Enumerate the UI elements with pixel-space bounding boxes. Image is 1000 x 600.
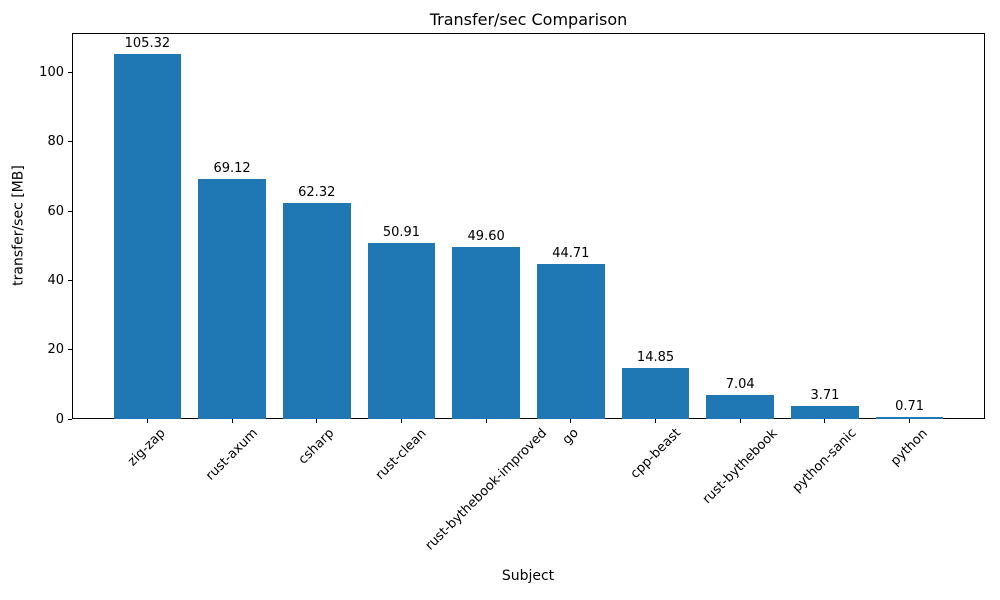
y-tick-mark xyxy=(68,210,72,212)
x-axis-label: Subject xyxy=(501,568,555,584)
x-tick-label: rust-clean xyxy=(372,425,430,483)
bar-zig-zap xyxy=(113,54,182,419)
bar-python xyxy=(875,416,944,419)
x-tick-label: csharp xyxy=(295,426,338,468)
y-tick-label: 80 xyxy=(47,134,64,150)
x-tick-mark xyxy=(909,419,911,423)
y-tick-mark xyxy=(68,279,72,281)
bar-value-label: 44.71 xyxy=(552,246,590,262)
x-tick-mark xyxy=(231,419,233,423)
bar-rust-bythebook-improved xyxy=(452,247,521,419)
bar-value-label: 49.60 xyxy=(467,229,505,245)
y-tick-label: 20 xyxy=(47,342,64,358)
x-tick-label: rust-axum xyxy=(202,426,261,484)
bar-value-label: 69.12 xyxy=(213,161,251,177)
bar-value-label: 14.85 xyxy=(636,349,675,365)
y-tick-mark xyxy=(68,141,72,143)
y-tick-label: 40 xyxy=(47,272,64,288)
x-tick-label: cpp-beast xyxy=(627,425,684,483)
x-tick-label: python-sanic xyxy=(789,426,860,496)
y-tick-label: 100 xyxy=(39,65,64,80)
bar-cpp-beast xyxy=(621,367,690,419)
bar-value-label: 3.71 xyxy=(810,388,840,404)
bar-value-label: 7.04 xyxy=(725,376,755,392)
x-tick-mark xyxy=(570,419,572,423)
y-axis-label: transfer/sec [MB] xyxy=(10,165,27,286)
bar-python-sanic xyxy=(791,406,859,419)
bar-rust-axum xyxy=(198,179,266,419)
bar-csharp xyxy=(282,203,351,419)
x-tick-mark xyxy=(400,419,402,423)
y-tick-mark xyxy=(68,349,72,351)
bar-value-label: 0.71 xyxy=(895,398,925,414)
y-tick-label: 0 xyxy=(55,411,64,427)
x-tick-label: python xyxy=(888,425,931,469)
y-tick-label: 60 xyxy=(47,203,64,219)
y-tick-mark xyxy=(68,418,72,420)
bar-value-label: 105.32 xyxy=(124,36,171,52)
x-tick-label: go xyxy=(559,425,582,448)
x-tick-mark xyxy=(655,419,657,423)
x-tick-mark xyxy=(824,419,826,423)
bar-go xyxy=(536,264,605,419)
x-tick-label: rust-bythebook-improved xyxy=(422,425,550,554)
x-tick-label: zig-zap xyxy=(125,425,169,470)
x-tick-mark xyxy=(316,419,318,423)
bar-rust-bythebook xyxy=(706,394,775,419)
x-tick-mark xyxy=(485,419,487,423)
chart-title: Transfer/sec Comparison xyxy=(429,10,628,29)
x-tick-mark xyxy=(146,419,148,423)
y-tick-mark xyxy=(68,72,72,73)
x-tick-mark xyxy=(739,419,741,423)
x-tick-label: rust-bythebook xyxy=(699,425,781,507)
bar-rust-clean xyxy=(367,242,436,419)
bar-value-label: 50.91 xyxy=(382,224,421,240)
bar-value-label: 62.32 xyxy=(298,185,336,201)
